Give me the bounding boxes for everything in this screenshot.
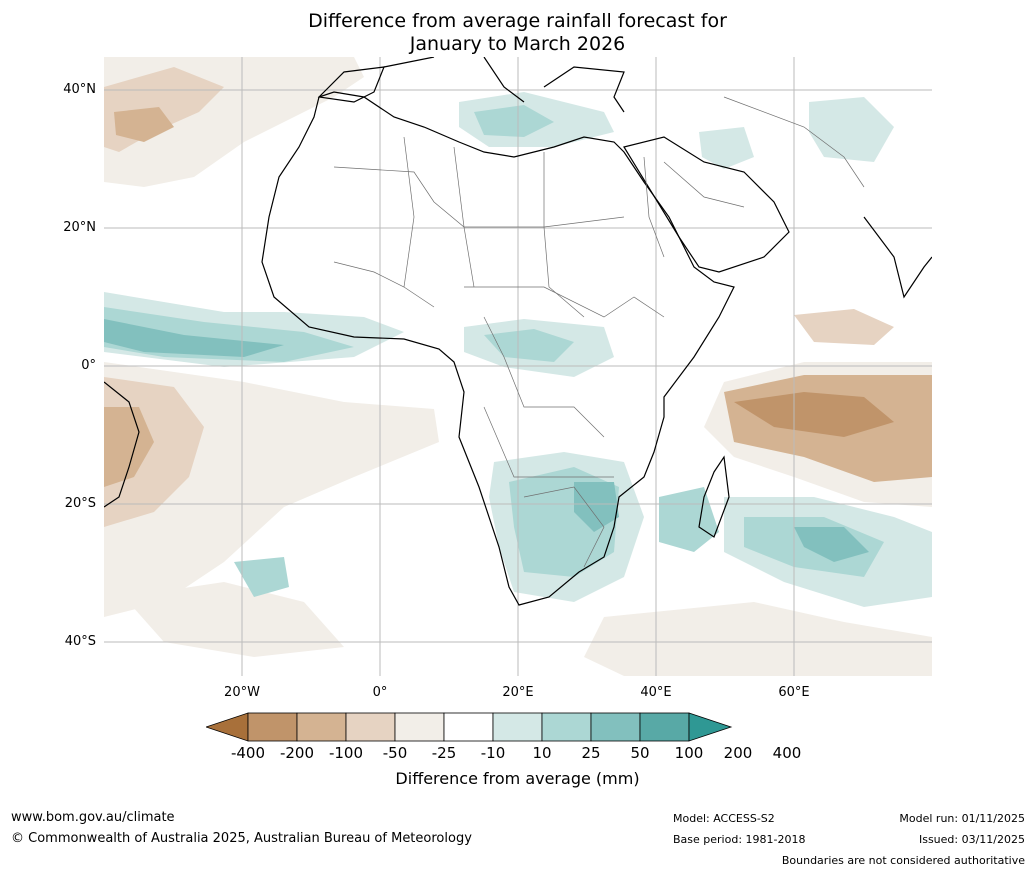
iberia-coastline: [317, 66, 385, 103]
colorbar-tick-label: 400: [772, 744, 802, 762]
footer-model: Model: ACCESS-S2: [673, 812, 775, 825]
footer-issued: Issued: 03/11/2025: [918, 833, 1025, 846]
colorbar-tick-label: 10: [532, 744, 552, 762]
dry-region-southern-ocean: [584, 602, 932, 676]
lon-label-40e: 40°E: [640, 685, 672, 700]
map-title: Difference from average rainfall forecas…: [0, 10, 1035, 56]
south-america-coastline: [104, 381, 140, 508]
india-coastline: [863, 216, 932, 299]
colorbar-segment: [639, 712, 690, 742]
wet-region-congo: [484, 329, 574, 362]
colorbar-label: Difference from average (mm): [395, 769, 640, 788]
colorbar-segment: [541, 712, 592, 742]
dry-region-indian-ocean-core: [734, 392, 894, 437]
footer-disclaimer: Boundaries are not considered authoritat…: [781, 854, 1025, 867]
footer-model-run: Model run: 01/11/2025: [899, 812, 1025, 825]
dry-region-southern-ocean-west: [124, 582, 344, 657]
colorbar-tick-label: 200: [723, 744, 753, 762]
colorbar-segment: [247, 712, 298, 742]
graticule: [104, 57, 932, 676]
lon-label-20e: 20°E: [502, 685, 534, 700]
colorbar-tick-label: 100: [674, 744, 704, 762]
wet-region-iran: [809, 97, 894, 162]
lon-label-20w: 20°W: [224, 685, 260, 700]
colorbar: [206, 712, 733, 742]
title-line-1: Difference from average rainfall forecas…: [308, 10, 727, 32]
lat-label-equator: 0°: [81, 358, 96, 373]
wet-region-southern-africa-core: [574, 482, 619, 532]
footer-base-period: Base period: 1981-2018: [673, 833, 806, 846]
colorbar-tick-label: -10: [480, 744, 506, 762]
madagascar-coastline: [698, 455, 730, 538]
dry-region-equatorial-indian: [794, 309, 894, 345]
coastlines: [104, 57, 932, 606]
africa-coastline: [261, 91, 735, 606]
wet-region-madagascar: [659, 487, 719, 552]
colorbar-segment: [443, 712, 494, 742]
rainfall-map: [104, 57, 932, 676]
dry-region-north-atlantic-inner: [114, 107, 174, 142]
colorbar-arrow-high: [688, 712, 733, 742]
colorbar-tick-label: 50: [630, 744, 650, 762]
colorbar-segment: [345, 712, 396, 742]
dry-region-south-america-core: [104, 407, 154, 487]
colorbar-tick-label: -50: [382, 744, 408, 762]
colorbar-tick-label: -25: [431, 744, 457, 762]
lat-label-40n: 40°N: [63, 82, 96, 97]
colorbar-tick-label: -100: [328, 744, 364, 762]
lat-label-20s: 20°S: [64, 496, 96, 511]
footer-copyright: © Commonwealth of Australia 2025, Austra…: [11, 831, 472, 846]
colorbar-tick-label: -400: [230, 744, 266, 762]
colorbar-segment: [394, 712, 445, 742]
dry-anomaly-regions: [104, 57, 932, 676]
europe-coastline: [383, 57, 625, 113]
arabia-coastline: [623, 136, 790, 273]
lat-label-40s: 40°S: [64, 634, 96, 649]
lat-label-20n: 20°N: [63, 220, 96, 235]
colorbar-tick-label: 25: [581, 744, 601, 762]
lon-label-60e: 60°E: [778, 685, 810, 700]
title-line-2: January to March 2026: [409, 33, 626, 55]
colorbar-arrow-low: [206, 712, 249, 742]
wet-region-equatorial-atlantic-core: [104, 319, 284, 357]
colorbar-segment: [492, 712, 543, 742]
wet-region-south-atlantic: [234, 557, 289, 597]
colorbar-segment: [590, 712, 641, 742]
wet-region-south-indian-core: [794, 527, 869, 562]
footer-url[interactable]: www.bom.gov.au/climate: [11, 810, 175, 825]
lon-label-0: 0°: [372, 685, 388, 700]
colorbar-tick-label: -200: [279, 744, 315, 762]
wet-region-arabia: [699, 127, 754, 169]
wet-region-mediterranean: [474, 105, 554, 137]
map-canvas: [104, 57, 932, 676]
colorbar-segment: [296, 712, 347, 742]
country-borders: [333, 96, 865, 568]
